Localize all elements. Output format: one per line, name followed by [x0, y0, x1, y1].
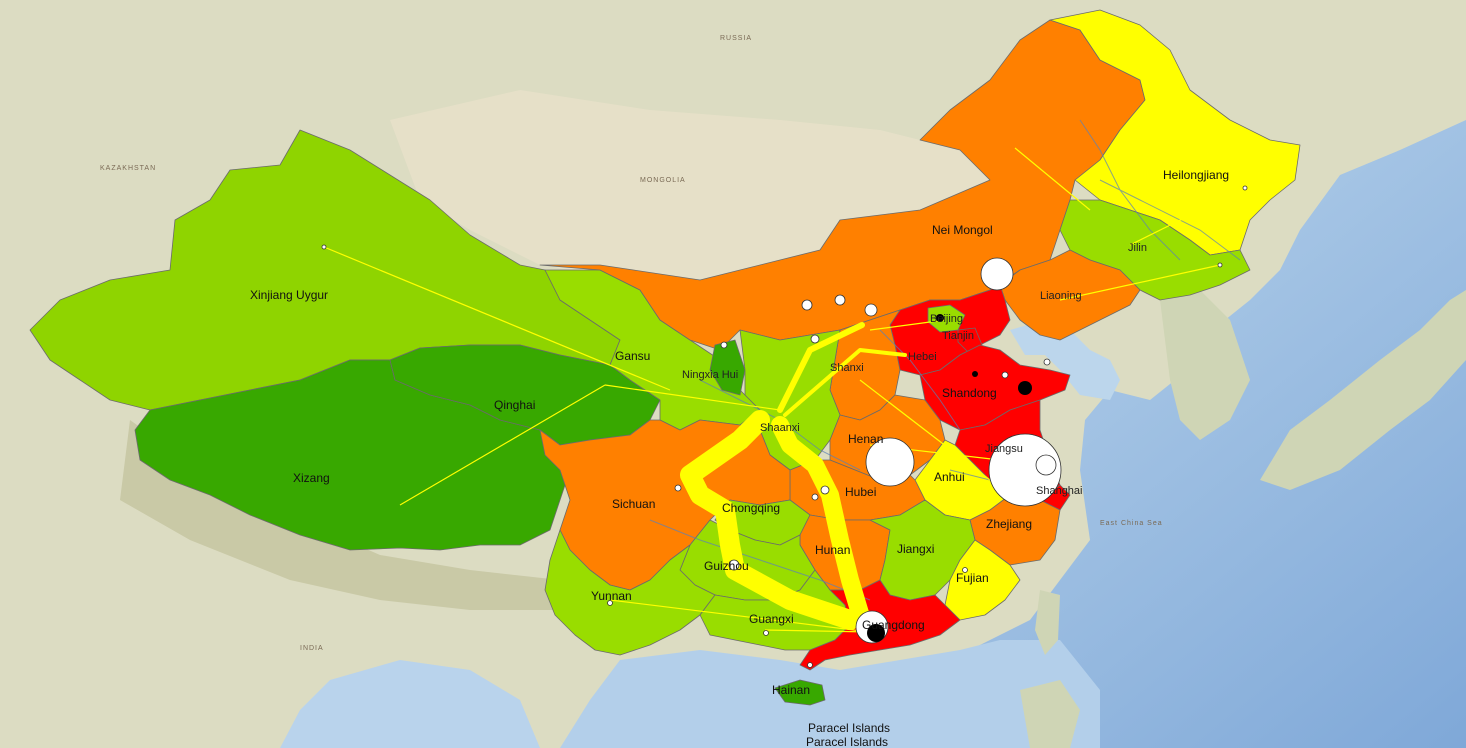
label-paracel-1: Paracel Islands	[808, 721, 890, 735]
node-guangdong-dark[interactable]	[867, 624, 885, 642]
flow-shanxi-anhui	[859, 379, 991, 481]
label-gansu: Gansu	[615, 349, 650, 363]
node-gansu-2[interactable]	[834, 294, 846, 306]
flow-xinjiang-gansu	[323, 246, 671, 391]
label-tianjin: Tianjin	[942, 330, 974, 342]
label-heilongjiang: Heilongjiang	[1163, 168, 1229, 182]
label-shanxi: Shanxi	[830, 362, 864, 374]
philippines	[1020, 680, 1080, 748]
label-liaoning: Liaoning	[1040, 290, 1082, 302]
node-shanghai-large[interactable]	[988, 433, 1062, 507]
node-shanghai-inner[interactable]	[1035, 454, 1057, 476]
node-gansu-1[interactable]	[801, 299, 813, 311]
flow-corridor-west	[680, 410, 860, 630]
label-russia: RUSSIA	[720, 35, 752, 42]
label-shandong: Shandong	[942, 386, 997, 400]
label-henan: Henan	[848, 432, 883, 446]
label-beijing: Beijing	[930, 313, 963, 325]
node-liaoning-large[interactable]	[980, 257, 1014, 291]
node-hubei-1[interactable]	[820, 485, 830, 495]
label-qinghai: Qinghai	[494, 398, 535, 412]
flow-hebei-shanxi	[869, 319, 946, 331]
label-yunnan: Yunnan	[591, 589, 632, 603]
node-beijing-dark[interactable]	[936, 314, 944, 322]
label-hebei: Hebei	[908, 351, 937, 363]
node-ningxia-1[interactable]	[720, 341, 728, 349]
pacific-ocean	[700, 120, 1466, 748]
label-guizhou: Guizhou	[704, 559, 749, 573]
nodes	[321, 185, 1248, 668]
label-chongqing: Chongqing	[722, 501, 780, 515]
label-fujian: Fujian	[956, 571, 989, 585]
node-shandong-dark[interactable]	[1018, 381, 1032, 395]
node-shaanxi-1[interactable]	[810, 334, 820, 344]
province-hainan[interactable]	[774, 679, 826, 706]
label-anhui: Anhui	[934, 470, 965, 484]
label-jiangxi: Jiangxi	[897, 542, 934, 556]
node-yunnan-1[interactable]	[607, 600, 613, 606]
label-hubei: Hubei	[845, 485, 876, 499]
label-guangdong: Guangdong	[862, 618, 925, 632]
node-xinjiang-1[interactable]	[321, 244, 327, 250]
node-henan-large[interactable]	[865, 437, 915, 487]
label-jilin: Jilin	[1128, 242, 1147, 254]
province-shaanxi[interactable]	[739, 329, 841, 471]
bay-of-bengal	[280, 660, 540, 748]
label-xizang: Xizang	[293, 471, 330, 485]
node-jilin-1[interactable]	[1217, 262, 1223, 268]
flow-yunnan-guangdong	[609, 599, 871, 633]
label-ningxia: Ningxia Hui	[682, 369, 738, 381]
korea-japan	[1160, 290, 1466, 490]
label-india: INDIA	[300, 645, 324, 652]
province-fujian[interactable]	[944, 539, 1021, 621]
flow-corridor-central	[771, 416, 871, 629]
label-shanghai: Shanghai	[1036, 485, 1083, 497]
province-labels: Xinjiang Uygur Xizang Qinghai Gansu Nei …	[250, 168, 1229, 748]
label-hunan: Hunan	[815, 543, 850, 557]
flow-jilin-liaoning	[1059, 264, 1221, 301]
node-hainan-1[interactable]	[807, 662, 813, 668]
province-ningxia[interactable]	[709, 339, 746, 396]
himalaya-band	[120, 420, 560, 610]
node-shandong-small-dark[interactable]	[972, 371, 978, 377]
label-shaanxi: Shaanxi	[760, 422, 800, 434]
province-liaoning[interactable]	[999, 249, 1141, 341]
label-paracel-2: Paracel Islands	[806, 735, 888, 748]
node-sichuan-1[interactable]	[674, 484, 682, 492]
node-guizhou-1[interactable]	[728, 559, 740, 571]
node-shandong-1[interactable]	[1043, 358, 1051, 366]
label-zhejiang: Zhejiang	[986, 517, 1032, 531]
flow-xizang-qinghai	[399, 384, 606, 506]
node-hubei-2[interactable]	[811, 493, 819, 501]
flow-shaanxi-hebei	[783, 348, 907, 417]
label-kazakhstan: KAZAKHSTAN	[100, 165, 156, 172]
flow-neimongol-beijing	[1014, 147, 1091, 211]
taiwan	[1035, 590, 1060, 655]
province-shandong[interactable]	[919, 344, 1071, 431]
label-east-china-sea: East China Sea	[1100, 520, 1163, 527]
province-xizang[interactable]	[134, 359, 571, 551]
major-flows	[680, 322, 907, 630]
node-fujian-1[interactable]	[962, 567, 968, 573]
flow-gansu-shaanxi	[604, 384, 781, 411]
label-xinjiang: Xinjiang Uygur	[250, 288, 328, 302]
node-guangxi-1[interactable]	[763, 630, 769, 636]
label-sichuan: Sichuan	[612, 497, 655, 511]
node-shandong-2[interactable]	[1001, 371, 1009, 379]
flow-guangxi-guangdong	[764, 629, 871, 633]
flow-shanxi-shaanxi	[777, 322, 865, 413]
node-shanxi-1[interactable]	[864, 303, 878, 317]
south-china-sea	[560, 640, 1100, 748]
mongolia-desert	[390, 90, 990, 280]
label-jiangsu: Jiangsu	[985, 443, 1023, 455]
label-mongolia: MONGOLIA	[640, 177, 686, 184]
label-neimongol: Nei Mongol	[932, 223, 993, 237]
node-heilongjiang-1[interactable]	[1242, 185, 1248, 191]
bohai-sea	[1010, 320, 1120, 400]
label-guangxi: Guangxi	[749, 612, 794, 626]
flow-heilongjiang-jilin	[1129, 187, 1246, 246]
label-hainan: Hainan	[772, 683, 810, 697]
